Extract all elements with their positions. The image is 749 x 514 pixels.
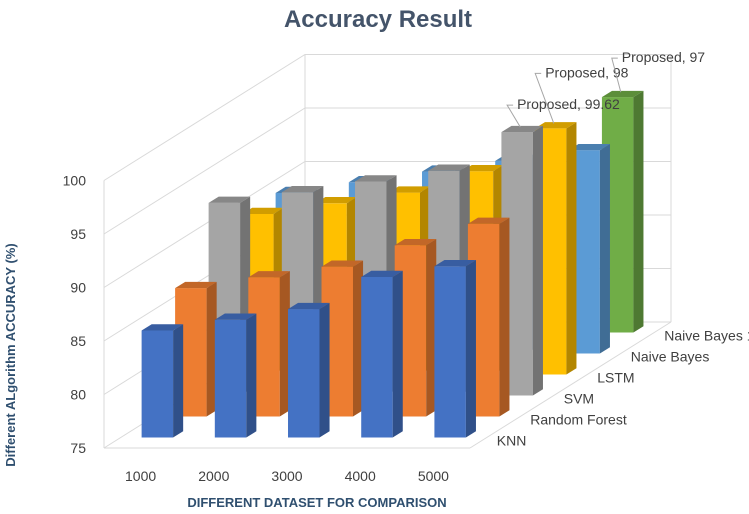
annotation-label: Proposed, 99.62: [517, 96, 620, 112]
bar: [361, 270, 403, 438]
x-tick-label: 4000: [345, 468, 376, 484]
y-tick-label: 75: [70, 440, 86, 456]
bar: [288, 302, 330, 438]
x-tick-label: 3000: [271, 468, 302, 484]
y-tick-label: 80: [70, 387, 86, 403]
bar: [141, 324, 184, 438]
series-label: KNN: [497, 433, 527, 449]
y-tick-labels: 75 80 85 90 95 100: [63, 173, 87, 457]
y-tick-label: 85: [70, 333, 86, 349]
x-tick-labels: 1000 2000 3000 4000 5000: [125, 468, 449, 484]
y-tick-label: 100: [63, 173, 87, 189]
x-tick-label: 1000: [125, 468, 156, 484]
bar: [434, 260, 476, 438]
y-axis-title: Different ALgorithm ACCURACY (%): [3, 243, 18, 466]
annotation-leader: [534, 72, 555, 124]
bar: [214, 313, 257, 438]
series-label: Naive Bayes: [631, 349, 710, 365]
x-tick-label: 5000: [418, 468, 449, 484]
annotation-label: Proposed, 97: [622, 49, 705, 65]
series-label: LSTM: [597, 370, 634, 386]
series-label: SVM: [564, 391, 594, 407]
x-axis-title: DIFFERENT DATASET FOR COMPARISON: [187, 495, 446, 510]
annotation-leader: [611, 57, 622, 93]
series-label: Random Forest: [530, 412, 627, 428]
y-tick-label: 95: [70, 226, 86, 242]
annotation-leader: [506, 104, 521, 128]
x-tick-label: 2000: [198, 468, 229, 484]
y-tick-label: 90: [70, 280, 86, 296]
annotation-label: Proposed, 98: [545, 64, 628, 80]
chart-title: Accuracy Result: [284, 6, 472, 33]
series-label: Naive Bayes 1: [664, 328, 749, 344]
bars: [141, 90, 644, 438]
